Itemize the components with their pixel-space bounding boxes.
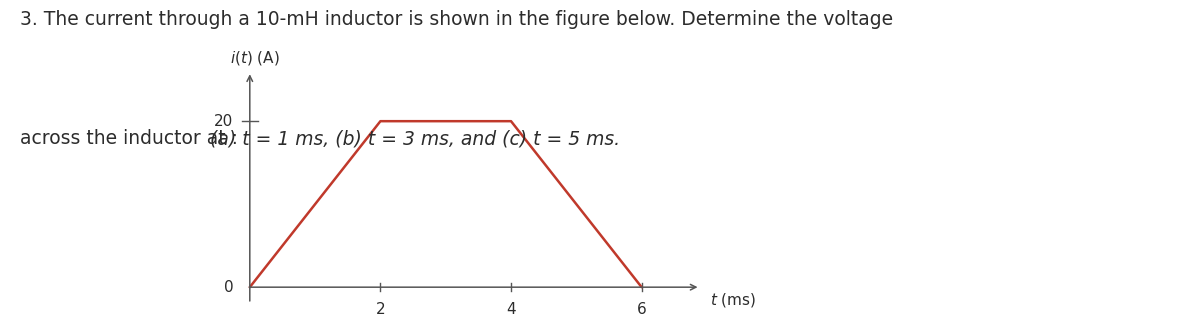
Text: $i(t)$ (A): $i(t)$ (A)	[230, 49, 280, 67]
Text: 3. The current through a 10-mH inductor is shown in the figure below. Determine : 3. The current through a 10-mH inductor …	[20, 10, 894, 29]
Text: 20: 20	[215, 114, 234, 129]
Text: 2: 2	[376, 302, 385, 317]
Text: across the inductor at :: across the inductor at :	[20, 129, 245, 148]
Text: 6: 6	[637, 302, 647, 317]
Text: (a) t = 1 ms, (b) t = 3 ms, and (c) t = 5 ms.: (a) t = 1 ms, (b) t = 3 ms, and (c) t = …	[210, 129, 620, 148]
Text: 4: 4	[506, 302, 516, 317]
Text: $t$ (ms): $t$ (ms)	[710, 290, 756, 309]
Text: 0: 0	[224, 280, 234, 295]
